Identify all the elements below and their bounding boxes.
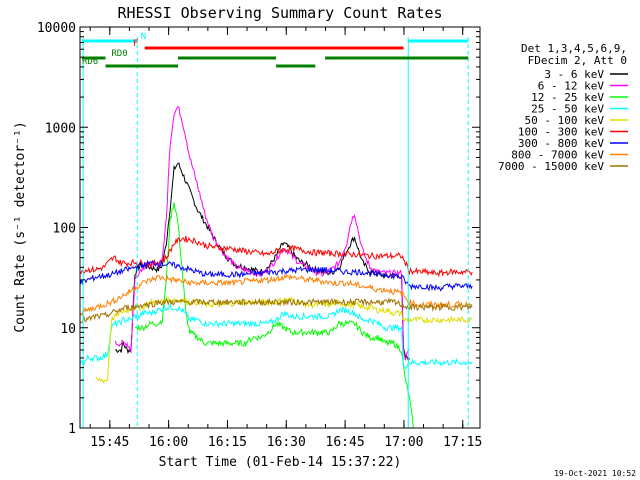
legend-label-7: 800 - 7000 keV — [511, 149, 604, 162]
chart-title: RHESSI Observing Summary Count Rates — [117, 4, 442, 22]
x-tick-label-5: 17:00 — [384, 435, 423, 450]
series-line-6 — [79, 259, 473, 292]
series-line-1 — [114, 105, 410, 361]
legend-header-0: Det 1,3,4,5,6,9, — [521, 42, 627, 55]
footer-timestamp: 19-Oct-2021 10:52 — [554, 469, 636, 478]
x-tick-label-3: 16:30 — [267, 435, 306, 450]
legend: Det 1,3,4,5,6,9,FDecim 2, Att 03 - 6 keV… — [498, 42, 628, 173]
x-tick-label-6: 17:15 — [443, 435, 482, 450]
y-tick-label-3: 1000 — [45, 121, 76, 136]
x-tick-label-2: 16:15 — [208, 435, 247, 450]
x-tick-label-1: 16:00 — [149, 435, 188, 450]
y-tick-label-1: 10 — [60, 322, 76, 337]
plot-frame — [79, 26, 481, 429]
flag-label-n: N — [141, 32, 146, 42]
series-line-4 — [95, 296, 473, 384]
x-tick-label-4: 16:45 — [326, 435, 365, 450]
legend-label-2: 12 - 25 keV — [531, 91, 604, 104]
flag-label-f: F — [133, 39, 138, 49]
y-tick-label-2: 100 — [53, 222, 76, 237]
legend-label-0: 3 - 6 keV — [544, 68, 604, 81]
series-line-2 — [134, 202, 414, 429]
y-tick-label-0: 1 — [68, 422, 76, 437]
legend-label-8: 7000 - 15000 keV — [498, 160, 604, 173]
y-tick-label-4: 10000 — [37, 21, 76, 36]
y-axis-label: Count Rate (s⁻¹ detector⁻¹) — [13, 121, 28, 332]
legend-label-1: 6 - 12 keV — [538, 80, 605, 93]
legend-label-3: 25 - 50 keV — [531, 103, 604, 116]
series-line-3 — [79, 302, 473, 370]
x-tick-label-0: 15:45 — [90, 435, 129, 450]
legend-label-5: 100 - 300 keV — [518, 126, 604, 139]
flag-label-rd0: RD0 — [111, 49, 127, 59]
flag-label-rd6: RD6 — [82, 57, 98, 67]
x-axis-label: Start Time (01-Feb-14 15:37:22) — [159, 455, 402, 470]
legend-label-4: 50 - 100 keV — [525, 114, 605, 127]
legend-label-6: 300 - 800 keV — [518, 137, 604, 150]
series-line-7 — [79, 273, 473, 317]
legend-header-1: FDecim 2, Att 0 — [528, 54, 627, 67]
series-line-8 — [79, 297, 473, 324]
